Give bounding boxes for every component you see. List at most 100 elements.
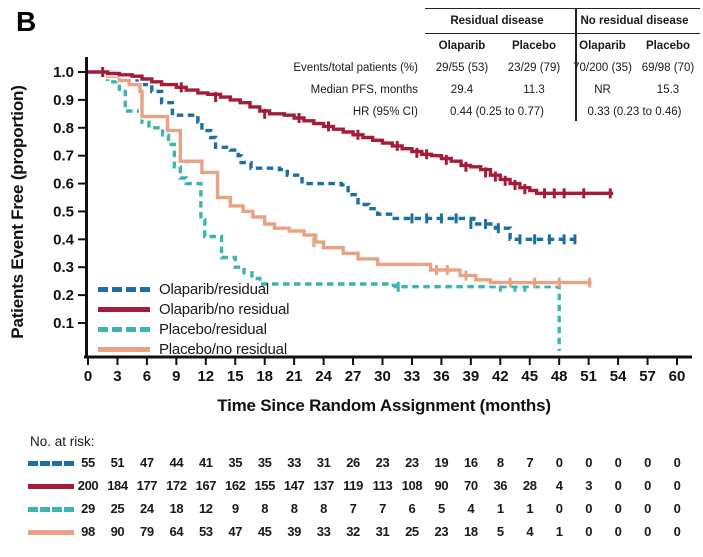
risk-value: 137 xyxy=(313,478,334,493)
risk-value: 147 xyxy=(283,478,305,493)
risk-value: 9 xyxy=(231,501,239,516)
stats-events-value: 23/29 (79) xyxy=(507,62,561,74)
risk-value: 79 xyxy=(140,524,154,539)
stats-median-value: NR xyxy=(594,84,611,96)
risk-value: 16 xyxy=(464,455,478,470)
km-curve-placebo-no-residual xyxy=(88,70,592,285)
risk-value: 8 xyxy=(320,501,328,516)
risk-value: 64 xyxy=(169,524,184,539)
risk-value: 26 xyxy=(346,455,360,470)
stats-table-divider xyxy=(575,8,577,121)
risk-value: 1 xyxy=(555,524,563,539)
risk-value: 47 xyxy=(140,455,154,470)
stats-hr-value: 0.44 (0.25 to 0.77) xyxy=(450,106,544,118)
x-tick-label: 18 xyxy=(256,368,273,385)
risk-value: 33 xyxy=(316,524,331,539)
x-tick-label: 15 xyxy=(227,368,244,385)
risk-value: 0 xyxy=(673,501,681,516)
risk-value: 113 xyxy=(372,478,393,493)
x-tick-label: 6 xyxy=(143,368,151,385)
stats-row-label-events: Events/total patients (%) xyxy=(293,62,418,74)
risk-value: 25 xyxy=(110,501,125,516)
risk-value: 8 xyxy=(261,501,269,516)
risk-value: 200 xyxy=(77,478,99,493)
km-plot: 0.10.20.30.40.50.60.70.80.91.00 3 6 9 12 15 18… xyxy=(53,57,692,385)
risk-value: 167 xyxy=(195,478,217,493)
risk-value: 5 xyxy=(437,501,445,516)
risk-value: 0 xyxy=(555,455,563,470)
stats-group-no-residual: No residual disease xyxy=(569,8,700,34)
risk-value: 7 xyxy=(379,501,386,516)
legend: Olaparib/residual Olaparib/no residual Pla… xyxy=(98,279,289,359)
risk-value: 0 xyxy=(614,524,622,539)
risk-value: 25 xyxy=(405,524,419,539)
risk-value: 53 xyxy=(198,524,213,539)
risk-row-swatch xyxy=(28,507,74,512)
risk-value: 23 xyxy=(375,455,390,470)
x-tick-label: 0 xyxy=(84,368,92,385)
risk-value: 8 xyxy=(290,501,298,516)
risk-value: 24 xyxy=(140,501,154,516)
stats-events-value: 69/98 (70) xyxy=(641,62,695,74)
risk-value: 108 xyxy=(401,478,423,493)
stats-colhead-olaparib-1: Olaparib xyxy=(438,39,486,52)
legend-item: Olaparib/no residual xyxy=(98,299,289,319)
y-tick-label: 0.9 xyxy=(53,92,74,109)
risk-value: 31 xyxy=(375,524,390,539)
risk-value: 7 xyxy=(349,501,357,516)
y-tick-label: 0.2 xyxy=(53,287,74,304)
y-tick-label: 0.5 xyxy=(53,203,74,220)
x-tick-label: 39 xyxy=(463,368,480,385)
risk-value: 4 xyxy=(526,524,534,539)
x-tick-label: 3 xyxy=(113,368,121,385)
risk-value: 177 xyxy=(136,478,158,493)
legend-label: Olaparib/residual xyxy=(159,280,269,298)
x-tick-label: 57 xyxy=(639,368,656,385)
legend-swatch xyxy=(98,346,150,352)
risk-value: 0 xyxy=(644,455,651,470)
risk-value: 12 xyxy=(198,501,213,516)
risk-value: 155 xyxy=(254,478,275,493)
risk-value: 32 xyxy=(346,524,360,539)
stats-row-label-median: Median PFS, months xyxy=(310,84,418,96)
risk-value: 0 xyxy=(585,501,593,516)
risk-value: 0 xyxy=(555,501,563,516)
risk-value: 18 xyxy=(169,501,184,516)
panel-label: B xyxy=(16,6,37,37)
risk-value: 0 xyxy=(585,455,593,470)
risk-value: 45 xyxy=(257,524,272,539)
risk-value: 44 xyxy=(169,455,184,470)
risk-value: 47 xyxy=(228,524,243,539)
x-tick-label: 51 xyxy=(580,368,597,385)
stats-median-value: 11.3 xyxy=(523,84,545,96)
legend-label: Placebo/no residual xyxy=(159,340,287,358)
risk-value: 28 xyxy=(522,478,537,493)
risk-value: 18 xyxy=(464,524,478,539)
stats-colhead-placebo-2: Placebo xyxy=(645,39,691,52)
x-tick-label: 54 xyxy=(610,368,627,385)
risk-value: 39 xyxy=(287,524,301,539)
risk-value: 51 xyxy=(110,455,125,470)
y-tick-label: 0.6 xyxy=(53,176,74,193)
risk-value: 35 xyxy=(257,455,272,470)
stats-colhead-olaparib-2: Olaparib xyxy=(579,39,626,52)
x-tick-label: 42 xyxy=(492,368,509,385)
y-tick-label: 0.1 xyxy=(53,315,74,332)
legend-swatch xyxy=(98,326,150,332)
y-tick-label: 0.8 xyxy=(53,120,74,137)
risk-value: 1 xyxy=(496,501,504,516)
risk-value: 1 xyxy=(526,501,534,516)
risk-value: 41 xyxy=(198,455,213,470)
risk-value: 0 xyxy=(614,501,622,516)
stats-empty-cell xyxy=(298,34,425,56)
km-curve-olaparib-residual xyxy=(88,70,577,241)
risk-value: 90 xyxy=(110,524,125,539)
km-curve-placebo-residual xyxy=(88,70,561,351)
y-tick-label: 1.0 xyxy=(53,64,74,81)
risk-value: 4 xyxy=(467,501,475,516)
risk-value: 0 xyxy=(644,501,651,516)
risk-value: 98 xyxy=(81,524,95,539)
legend-item: Placebo/residual xyxy=(98,319,289,339)
stats-group-residual: Residual disease xyxy=(425,8,569,34)
